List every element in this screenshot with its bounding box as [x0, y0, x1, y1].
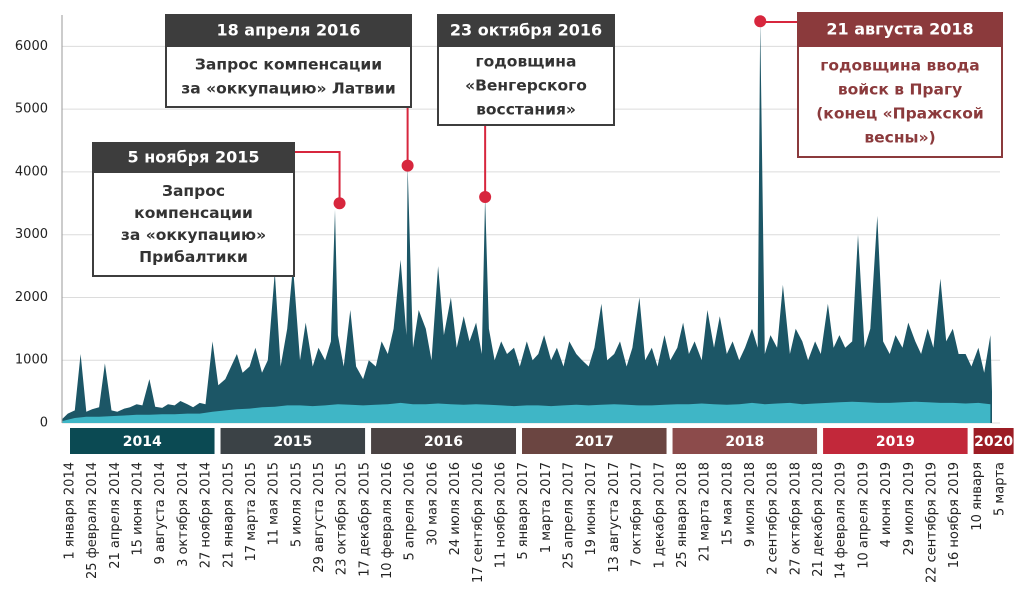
x-tick-label: 17 сентября 2016 — [471, 462, 486, 583]
x-tick-label: 14 февраля 2019 — [834, 462, 849, 579]
annotation-header — [165, 14, 412, 46]
annotation-text: компенсации — [134, 204, 253, 222]
annotation-dot — [401, 159, 414, 172]
annotation-text: весны») — [864, 129, 935, 147]
annotation-text: Запрос — [162, 182, 225, 200]
annotation-dot — [479, 191, 492, 204]
x-tick-label: 9 августа 2014 — [153, 462, 168, 564]
x-tick-label: 9 июля 2018 — [743, 462, 758, 547]
x-tick-label: 10 января — [970, 462, 985, 531]
annotation-text: «Венгерского — [465, 77, 587, 95]
annotation-header — [92, 142, 295, 172]
x-tick-label: 10 апреля 2019 — [856, 462, 871, 569]
y-tick-label: 6000 — [15, 39, 48, 54]
x-tick-label: 21 марта 2018 — [698, 462, 713, 561]
leader-line — [295, 151, 341, 204]
area — [62, 21, 992, 424]
x-tick-label: 1 января 2014 — [63, 462, 78, 560]
year-band — [371, 428, 517, 454]
annotation-text: (конец «Пражской — [816, 105, 984, 123]
year-label: 2015 — [273, 434, 312, 450]
annotation-body — [92, 171, 295, 277]
x-tick-label: 17 марта 2015 — [244, 462, 259, 561]
year-band — [672, 428, 818, 454]
x-tick-label: 4 июня 2019 — [879, 462, 894, 547]
year-band — [823, 428, 968, 454]
area — [62, 401, 991, 423]
annotation-body — [165, 45, 412, 108]
x-tick-label: 11 ноября 2016 — [493, 462, 508, 568]
annotation-body — [437, 45, 615, 126]
x-tick-label: 7 октября 2017 — [630, 462, 645, 567]
annotation-text: за «оккупацию» — [121, 226, 266, 244]
year-label: 2014 — [123, 434, 162, 450]
year-band — [220, 428, 366, 454]
x-tick-label: 25 апреля 2017 — [562, 462, 577, 569]
annotation-header — [437, 14, 615, 46]
y-tick-label: 5000 — [15, 102, 48, 117]
y-tick-label: 1000 — [15, 353, 48, 368]
x-tick-label: 2 сентября 2018 — [766, 462, 781, 575]
annotation-text: за «оккупацию» Латвии — [181, 80, 396, 98]
annotation-text: Запрос компенсации — [195, 56, 382, 74]
year-band — [522, 428, 667, 454]
annotation-title: 5 ноября 2015 — [127, 148, 259, 167]
year-band — [973, 428, 1014, 454]
x-tick-label: 27 ноября 2014 — [199, 462, 214, 568]
x-tick-label: 21 декабря 2018 — [811, 462, 826, 577]
x-tick-label: 24 июля 2016 — [448, 462, 463, 555]
x-tick-label: 5 июля 2015 — [289, 462, 304, 547]
y-tick-label: 4000 — [15, 164, 48, 179]
x-tick-label: 17 декабря 2015 — [357, 462, 372, 577]
annotation-text: годовщина ввода — [820, 57, 980, 75]
x-tick-label: 23 октября 2015 — [335, 462, 350, 575]
x-tick-label: 15 мая 2018 — [720, 462, 735, 545]
x-tick-label: 25 февраля 2014 — [85, 462, 100, 579]
annotation-title: 18 апреля 2016 — [216, 21, 360, 40]
x-tick-label: 13 августа 2017 — [607, 462, 622, 573]
x-tick-label: 30 мая 2016 — [425, 462, 440, 545]
y-tick-label: 0 — [40, 416, 48, 431]
annotation-text: войск в Прагу — [838, 81, 962, 99]
x-tick-label: 5 апреля 2016 — [403, 462, 418, 560]
x-tick-label: 29 июля 2019 — [902, 462, 917, 555]
x-tick-label: 10 февраля 2016 — [380, 462, 395, 579]
x-tick-label: 21 апреля 2014 — [108, 462, 123, 569]
x-tick-label: 16 ноября 2019 — [947, 462, 962, 568]
annotation-dot — [333, 197, 346, 210]
x-tick-label: 11 мая 2015 — [267, 462, 282, 545]
year-label: 2016 — [424, 434, 463, 450]
x-tick-label: 5 марта — [993, 462, 1008, 516]
x-tick-label: 27 октября 2018 — [788, 462, 803, 575]
x-tick-label: 25 января 2018 — [675, 462, 690, 568]
year-label: 2020 — [974, 434, 1013, 450]
y-tick-label: 3000 — [15, 227, 48, 242]
annotation-text: Прибалтики — [139, 248, 248, 266]
x-tick-label: 29 августа 2015 — [312, 462, 327, 573]
x-tick-label: 3 октября 2014 — [176, 462, 191, 567]
x-tick-label: 15 июня 2014 — [131, 462, 146, 556]
annotation-body — [797, 45, 1003, 158]
annotation-title: 21 августа 2018 — [826, 20, 973, 39]
x-tick-label: 19 июня 2017 — [584, 462, 599, 556]
y-tick-label: 2000 — [15, 290, 48, 305]
annotation-text: годовщина — [476, 53, 577, 71]
year-label: 2017 — [575, 434, 614, 450]
year-band — [70, 428, 215, 454]
x-tick-label: 1 марта 2017 — [539, 462, 554, 553]
annotation-text: восстания» — [476, 101, 576, 119]
year-label: 2019 — [876, 434, 915, 450]
x-tick-label: 5 января 2017 — [516, 462, 531, 560]
annotation-title: 23 октября 2016 — [450, 21, 602, 40]
annotation-dot — [754, 15, 767, 28]
year-label: 2018 — [725, 434, 764, 450]
x-tick-label: 21 января 2015 — [221, 462, 236, 568]
x-tick-label: 1 декабря 2017 — [652, 462, 667, 569]
x-tick-label: 22 сентября 2019 — [924, 462, 939, 583]
annotation-header — [797, 12, 1003, 46]
